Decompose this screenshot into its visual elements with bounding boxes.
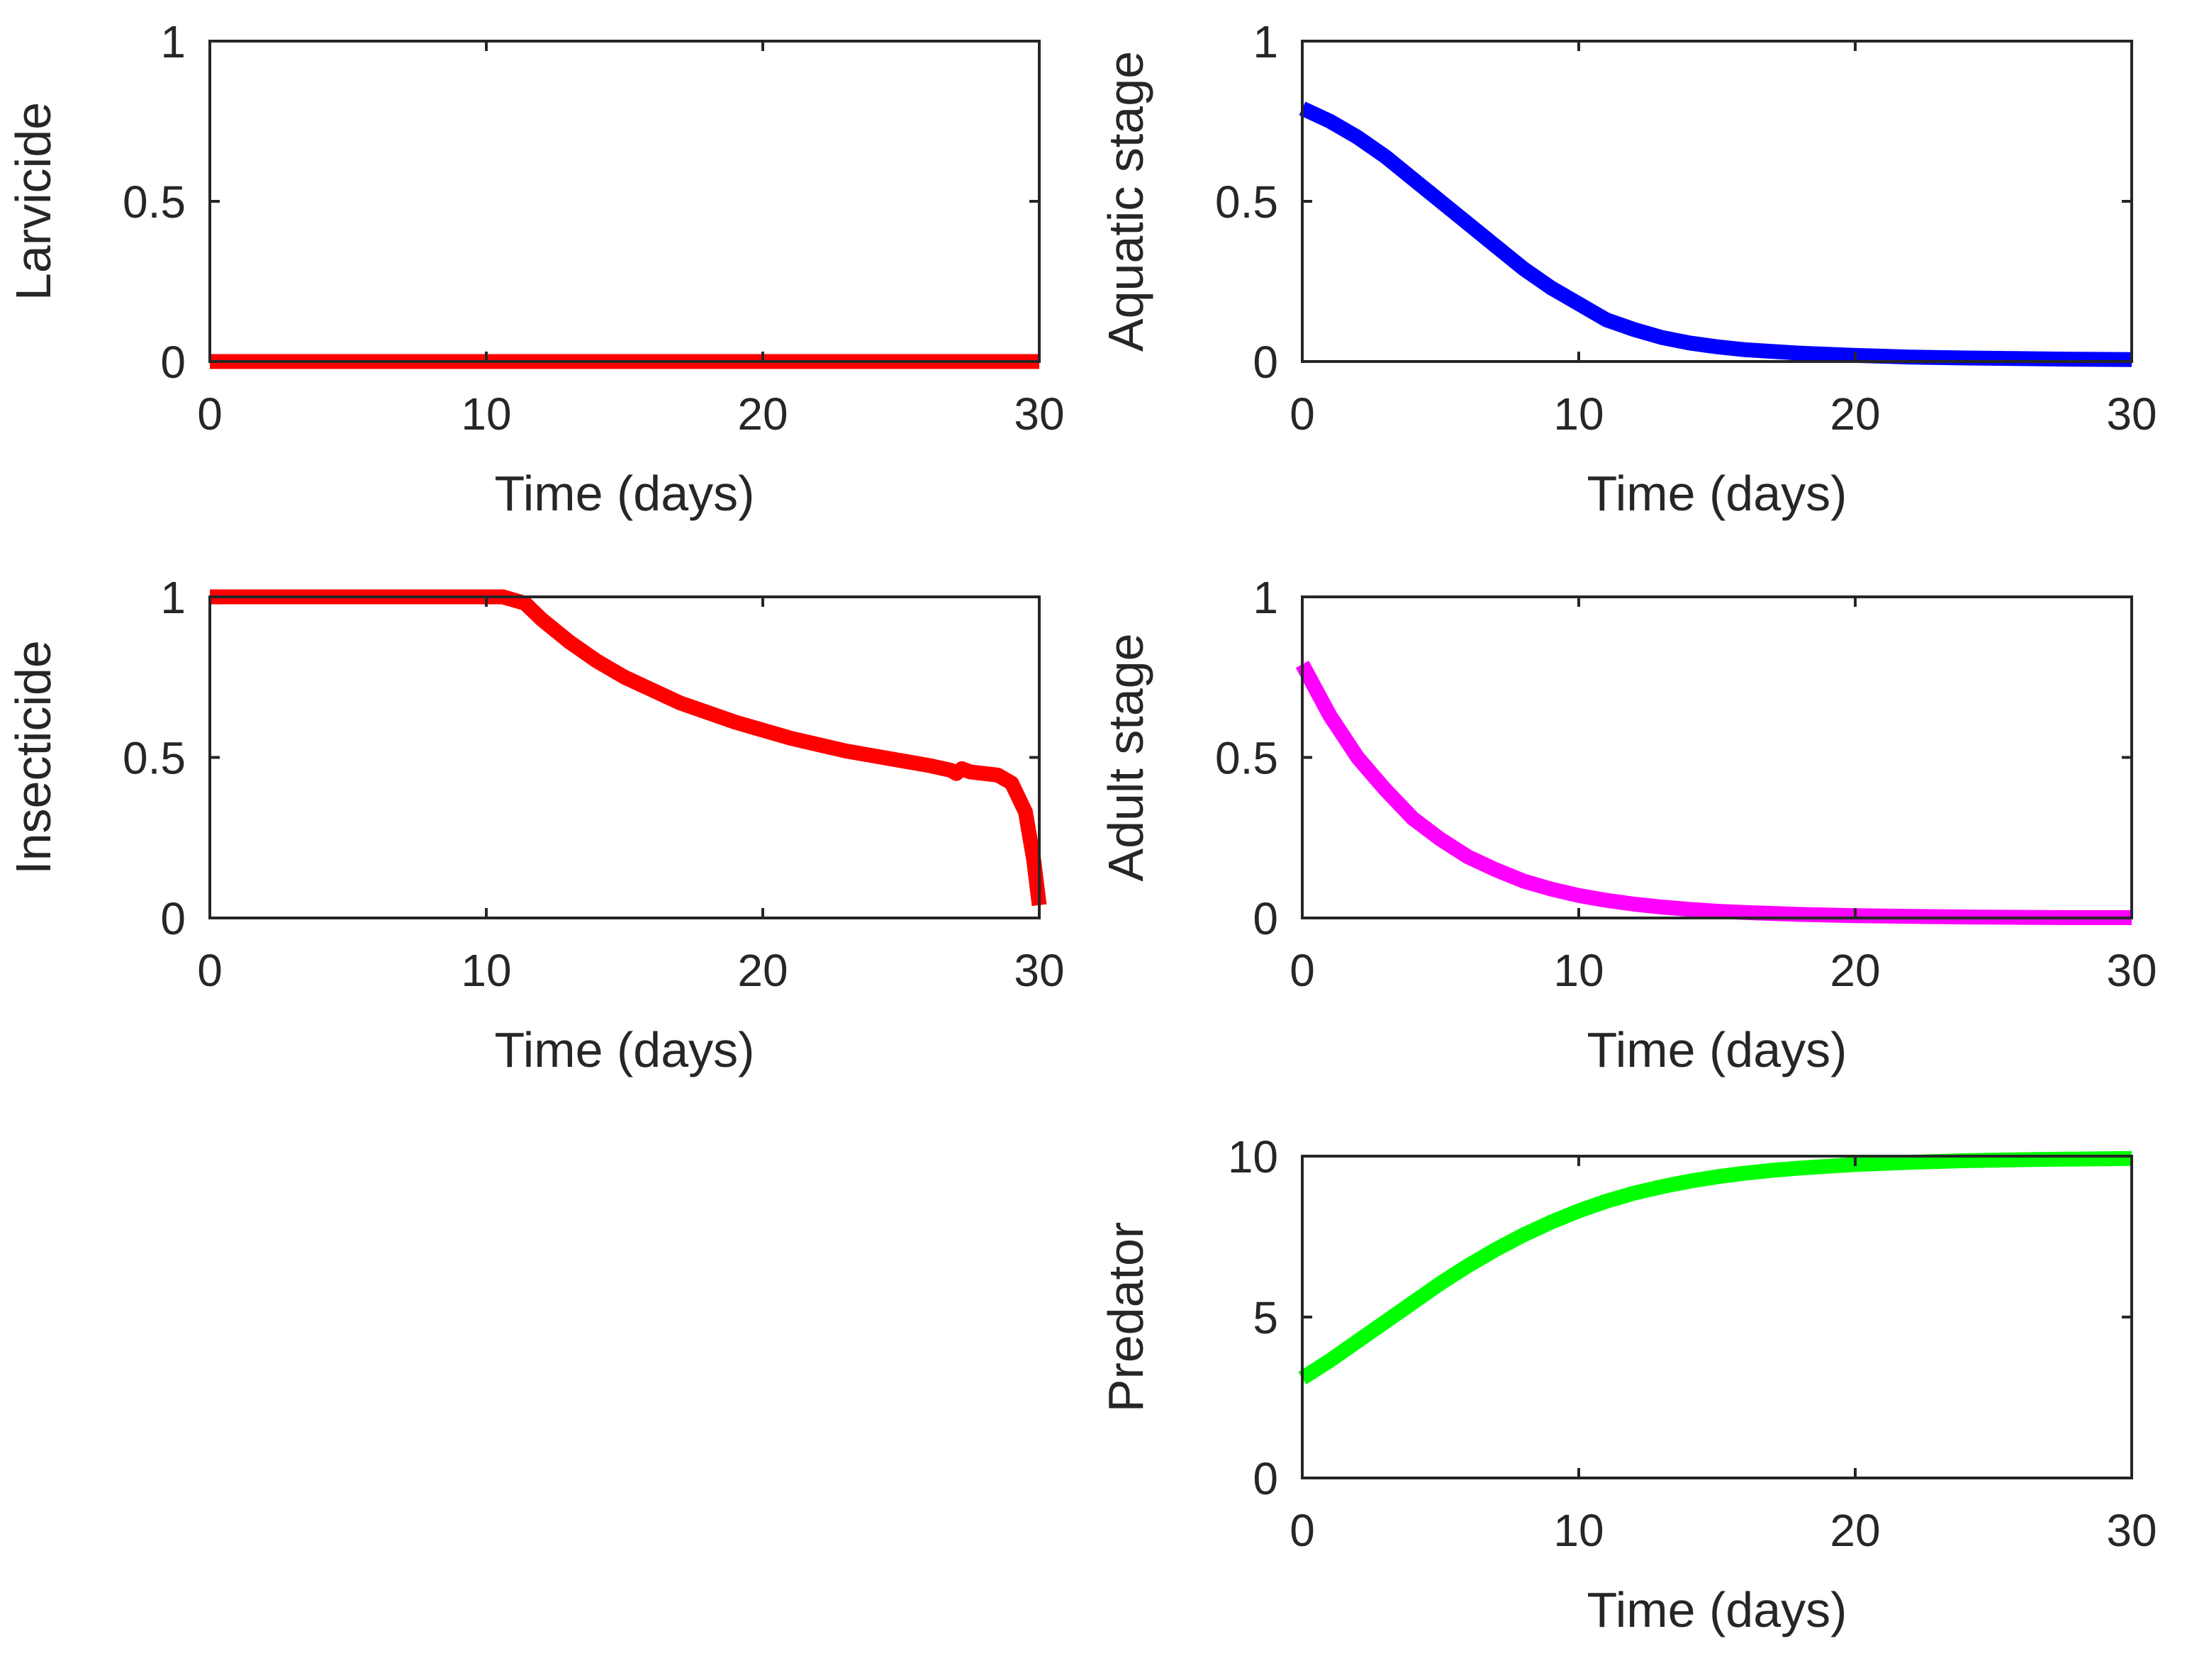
x-axis-label: Time (days) (495, 1022, 755, 1077)
x-tick-label: 10 (461, 945, 511, 996)
axes-frame (1301, 1155, 2133, 1479)
x-tick-label: 0 (1290, 1505, 1315, 1556)
x-axis-label: Time (days) (495, 466, 755, 521)
y-tick-label: 1 (1253, 16, 1278, 67)
x-tick-label: 0 (1290, 388, 1315, 439)
y-axis-label: Aquatic stage (1098, 51, 1153, 352)
axes-frame (1301, 595, 2133, 919)
y-tick-label: 0.5 (123, 177, 186, 228)
x-tick-label: 20 (1830, 945, 1880, 996)
y-axis-label: Adult stage (1098, 633, 1153, 881)
x-tick-label: 30 (1014, 945, 1064, 996)
x-tick-label: 30 (1014, 388, 1064, 439)
y-tick-label: 1 (160, 572, 186, 623)
x-tick-label: 10 (1553, 945, 1604, 996)
x-tick-label: 0 (1290, 945, 1315, 996)
y-tick-label: 10 (1228, 1131, 1278, 1182)
y-tick-label: 0 (1253, 1453, 1278, 1504)
x-tick-label: 0 (197, 945, 223, 996)
y-tick-label: 1 (1253, 572, 1278, 623)
chart-larvicide: 0 10 20 30 0 0.5 1 Time (days) Larvicide (6, 16, 1065, 521)
axes-frame (1301, 40, 2133, 363)
series-line-insecticide (210, 589, 1047, 907)
x-axis-label: Time (days) (1587, 1022, 1847, 1077)
x-tick-label: 10 (461, 388, 511, 439)
y-tick-label: 0.5 (1215, 177, 1278, 228)
y-tick-label: 0.5 (1215, 733, 1278, 784)
series-line-aquatic (1299, 101, 2132, 367)
y-tick-label: 0.5 (123, 733, 186, 784)
x-tick-label: 30 (2106, 1505, 2157, 1556)
y-axis-label: Predator (1098, 1222, 1153, 1412)
axes-frame (208, 40, 1041, 363)
chart-aquatic: 0 10 20 30 0 0.5 1 Time (days) Aquatic stage (1098, 16, 2157, 521)
x-tick-label: 10 (1553, 388, 1604, 439)
chart-adult: 0 10 20 30 0 0.5 1 Time (days) Adult stage (1098, 572, 2157, 1077)
x-tick-label: 30 (2106, 388, 2157, 439)
y-axis-label: Insecticide (6, 640, 61, 875)
x-tick-label: 20 (1830, 388, 1880, 439)
x-tick-label: 30 (2106, 945, 2157, 996)
y-tick-label: 1 (160, 16, 186, 67)
x-tick-label: 20 (737, 945, 788, 996)
y-axis-label: Larvicide (6, 102, 61, 301)
x-tick-label: 20 (737, 388, 788, 439)
y-tick-label: 0 (160, 337, 186, 388)
x-axis-label: Time (days) (1587, 1582, 1847, 1637)
y-tick-label: 0 (1253, 337, 1278, 388)
y-tick-label: 5 (1253, 1292, 1278, 1343)
y-tick-label: 0 (1253, 893, 1278, 944)
y-tick-label: 0 (160, 893, 186, 944)
chart-predator: 0 10 20 30 0 5 10 Time (days) Predator (1098, 1131, 2157, 1637)
series-line-predator (1298, 1150, 2132, 1385)
x-axis-label: Time (days) (1587, 466, 1847, 521)
x-tick-label: 20 (1830, 1505, 1880, 1556)
chart-insecticide: 0 10 20 30 0 0.5 1 Time (days) Insecticide (6, 572, 1065, 1077)
series-line-adult (1295, 661, 2132, 925)
x-tick-label: 10 (1553, 1505, 1604, 1556)
x-tick-label: 0 (197, 388, 223, 439)
